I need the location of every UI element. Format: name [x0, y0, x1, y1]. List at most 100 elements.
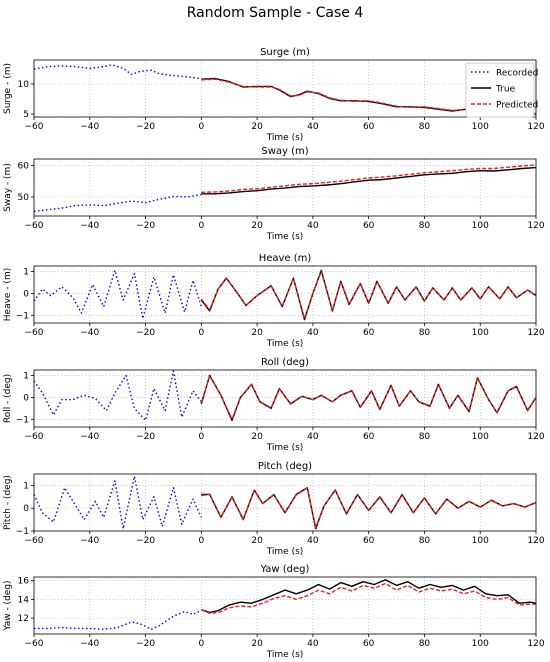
x-tick-label: −20: [136, 639, 155, 649]
y-tick-label: 1: [23, 267, 29, 277]
x-tick-label: 60: [363, 122, 375, 132]
x-tick-label: 100: [472, 221, 489, 231]
series-recorded-line: [33, 193, 202, 212]
panel-title: Yaw (deg): [260, 564, 310, 575]
series-recorded-line: [33, 370, 202, 422]
x-tick-label: 40: [307, 536, 319, 546]
plot-frame: [33, 265, 537, 324]
series-true-line: [200, 269, 537, 321]
x-tick-label: 80: [419, 536, 431, 546]
x-axis-label: Time (s): [266, 547, 304, 557]
x-tick-label: −20: [136, 221, 155, 231]
series-true-line: [201, 579, 537, 614]
x-tick-label: 100: [472, 639, 489, 649]
x-tick-label: −40: [80, 639, 99, 649]
x-tick-label: 60: [363, 328, 375, 338]
x-tick-label: 40: [307, 221, 319, 231]
panel-5: −60 −40 −20 0 20 40 60 80 100 120 12 14 16 Yaw (deg) T…: [3, 564, 545, 660]
plot-frame: [33, 369, 537, 428]
y-tick-label: −1: [16, 527, 29, 537]
x-tick-label: 120: [527, 328, 544, 338]
y-tick-label: 0: [23, 289, 29, 299]
x-tick-label: 80: [419, 221, 431, 231]
panel-0: −60 −40 −20 0 20 40 60 80 100 120 5 10 Surge (m) Time…: [3, 47, 545, 143]
x-tick-label: 100: [472, 122, 489, 132]
x-tick-label: 20: [251, 536, 263, 546]
panel-2: −60 −40 −20 0 20 40 60 80 100 120 −1 0 1 Heave (m) Tim…: [3, 253, 545, 349]
series-predicted-line: [201, 164, 537, 193]
panel-4: −60 −40 −20 0 20 40 60 80 100 120 −1 0 1 Pitch (deg) T…: [3, 461, 545, 557]
series-predicted-line: [201, 582, 536, 615]
y-axis-label: Sway - (m): [3, 163, 13, 212]
x-tick-label: 20: [251, 221, 263, 231]
x-tick-label: −60: [25, 221, 44, 231]
x-tick-label: 0: [198, 328, 204, 338]
series-recorded-line: [33, 269, 202, 320]
plot-frame: [33, 473, 537, 532]
series-recorded-line: [33, 475, 202, 530]
legend-predicted-label: Predicted: [496, 101, 538, 111]
x-tick-label: 20: [251, 328, 263, 338]
x-tick-label: −20: [136, 122, 155, 132]
panel-title: Sway (m): [261, 146, 308, 157]
plot-frame: [33, 158, 537, 217]
x-tick-label: −20: [136, 536, 155, 546]
legend: Recorded True Predicted: [465, 62, 538, 118]
x-tick-label: 120: [527, 122, 544, 132]
x-tick-label: 0: [198, 432, 204, 442]
x-tick-label: 80: [419, 122, 431, 132]
y-tick-label: 1: [23, 371, 29, 381]
x-tick-label: −20: [136, 432, 155, 442]
x-tick-label: −60: [25, 122, 44, 132]
x-tick-label: 40: [307, 122, 319, 132]
x-tick-label: −40: [80, 328, 99, 338]
x-tick-label: 100: [472, 328, 489, 338]
x-tick-label: −40: [80, 536, 99, 546]
x-axis-label: Time (s): [266, 650, 304, 660]
x-axis-label: Time (s): [266, 232, 304, 242]
series-predicted-line: [200, 270, 537, 320]
x-tick-label: 80: [419, 328, 431, 338]
y-tick-label: 12: [18, 614, 29, 624]
x-tick-label: 60: [363, 639, 375, 649]
series-recorded-line: [33, 64, 202, 80]
y-tick-label: 5: [23, 110, 29, 120]
x-tick-label: 20: [251, 432, 263, 442]
x-tick-label: 120: [527, 432, 544, 442]
x-tick-label: −60: [25, 639, 44, 649]
x-axis-label: Time (s): [266, 133, 304, 143]
panel-title: Heave (m): [259, 253, 312, 264]
legend-true-label: True: [495, 85, 516, 95]
x-tick-label: 20: [251, 122, 263, 132]
panel-title: Surge (m): [260, 47, 310, 58]
series-true-line: [201, 166, 537, 195]
x-tick-label: 0: [198, 122, 204, 132]
x-tick-label: 40: [307, 639, 319, 649]
y-axis-label: Roll - (deg): [3, 374, 13, 423]
y-tick-label: 0: [23, 504, 29, 514]
x-axis-label: Time (s): [266, 443, 304, 453]
series-recorded-line: [34, 609, 202, 630]
x-tick-label: −60: [25, 432, 44, 442]
x-tick-label: −60: [25, 536, 44, 546]
x-tick-label: 40: [307, 432, 319, 442]
y-tick-label: 10: [18, 80, 30, 90]
y-tick-label: 50: [18, 193, 30, 203]
y-tick-label: 0: [23, 393, 29, 403]
x-tick-label: 20: [251, 639, 263, 649]
y-tick-label: 1: [23, 481, 29, 491]
x-tick-label: 0: [198, 536, 204, 546]
x-tick-label: 120: [527, 639, 544, 649]
x-tick-label: 0: [198, 221, 204, 231]
y-tick-label: −1: [16, 311, 29, 321]
x-tick-label: −60: [25, 328, 44, 338]
x-tick-label: 120: [527, 221, 544, 231]
x-tick-label: 80: [419, 432, 431, 442]
x-tick-label: −40: [80, 122, 99, 132]
panel-title: Pitch (deg): [258, 461, 312, 472]
x-tick-label: −40: [80, 432, 99, 442]
y-axis-label: Heave - (m): [3, 268, 13, 321]
x-tick-label: 60: [363, 432, 375, 442]
